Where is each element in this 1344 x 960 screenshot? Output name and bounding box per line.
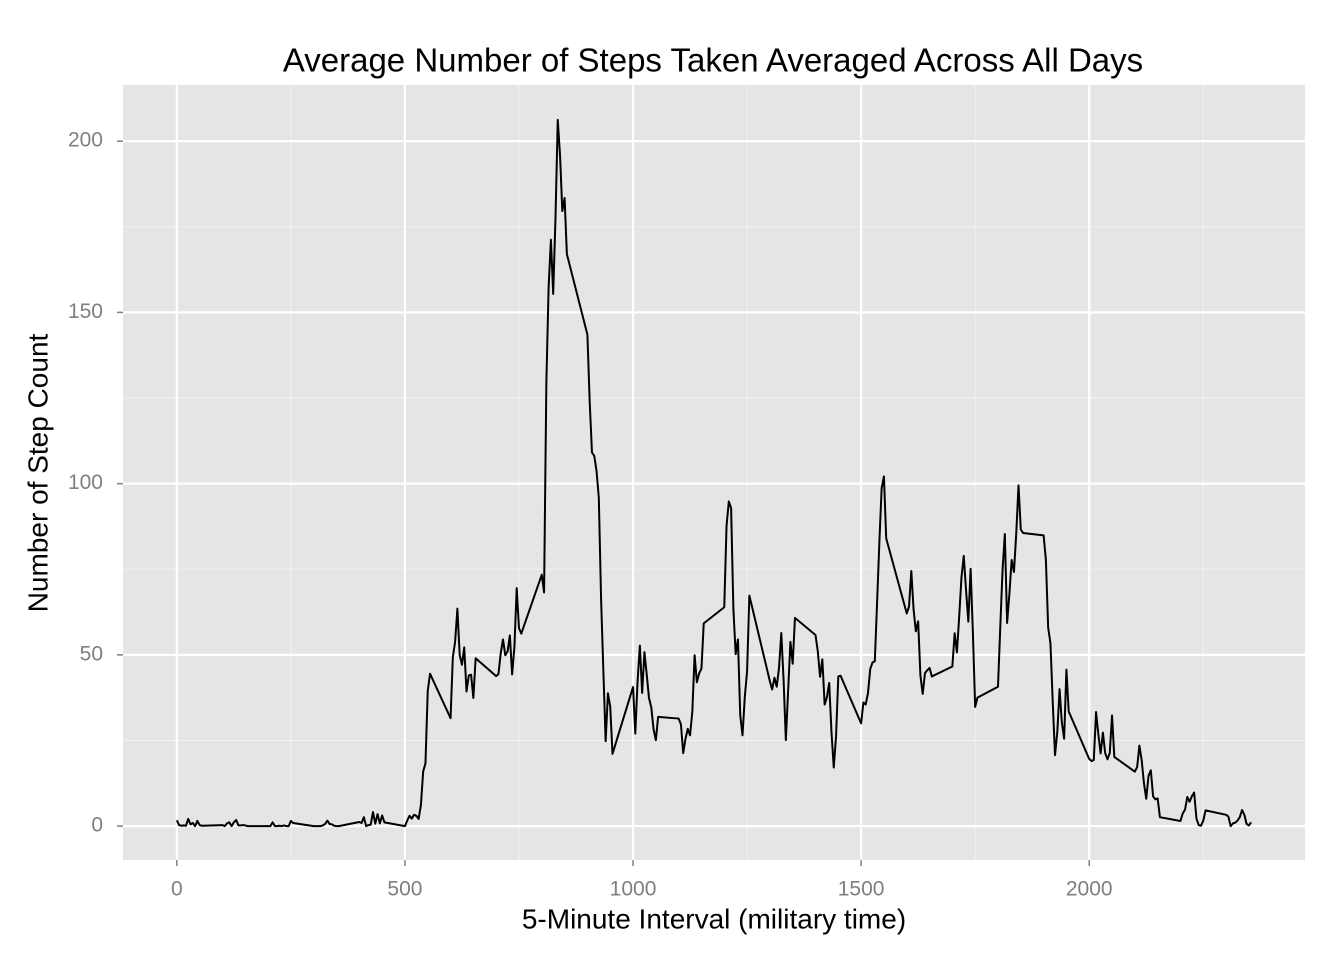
panel xyxy=(123,85,1305,860)
data-line xyxy=(175,118,1252,828)
y-axis-title: Number of Step Count xyxy=(22,333,53,612)
y-tick-label: 200 xyxy=(68,129,103,152)
chart-title: Average Number of Steps Taken Averaged A… xyxy=(283,42,1143,79)
x-tick-label: 1500 xyxy=(838,878,885,901)
y-tick-label: 50 xyxy=(80,642,103,665)
x-tick-label: 1000 xyxy=(610,878,657,901)
x-tick-label: 500 xyxy=(387,878,422,901)
y-tick-label: 0 xyxy=(91,814,103,837)
x-tick-label: 2000 xyxy=(1066,878,1113,901)
x-tick-label: 0 xyxy=(171,878,183,901)
x-axis-title: 5-Minute Interval (military time) xyxy=(522,903,906,934)
y-tick-label: 100 xyxy=(68,471,103,494)
y-tick-label: 150 xyxy=(68,300,103,323)
